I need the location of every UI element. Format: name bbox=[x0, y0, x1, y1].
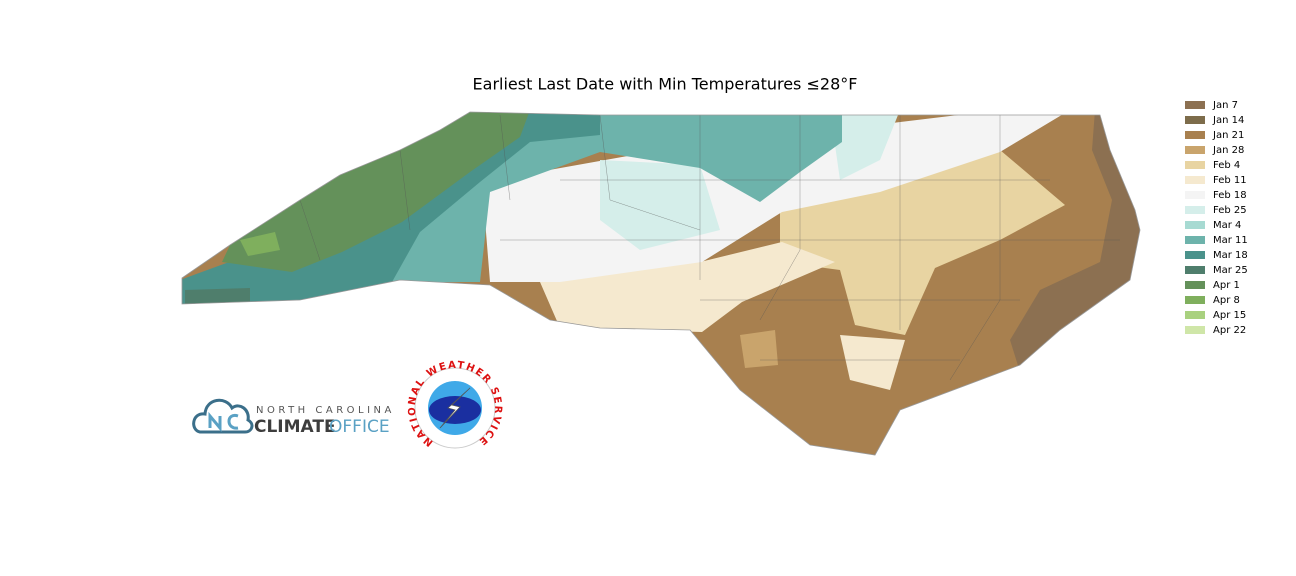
legend-swatch bbox=[1185, 236, 1205, 244]
legend-swatch bbox=[1185, 101, 1205, 109]
legend-swatch bbox=[1185, 191, 1205, 199]
legend-label: Jan 7 bbox=[1212, 100, 1238, 111]
legend-label: Feb 18 bbox=[1213, 190, 1247, 201]
legend-swatch bbox=[1185, 251, 1205, 259]
legend-swatch bbox=[1185, 311, 1205, 319]
legend-swatch bbox=[1185, 206, 1205, 214]
legend-label: Mar 18 bbox=[1213, 250, 1248, 261]
legend-swatch bbox=[1185, 176, 1205, 184]
legend-swatch bbox=[1185, 326, 1205, 334]
logo-text: OFFICE bbox=[329, 417, 390, 437]
legend-swatch bbox=[1185, 116, 1205, 124]
legend-label: Apr 8 bbox=[1213, 295, 1240, 306]
legend-label: Apr 22 bbox=[1213, 325, 1246, 336]
legend-swatch bbox=[1185, 131, 1205, 139]
legend-swatch bbox=[1185, 146, 1205, 154]
nws-logo: NATIONAL WEATHER SERVICE bbox=[407, 360, 502, 449]
legend-label: Apr 15 bbox=[1213, 310, 1246, 321]
logo-text: NORTH CAROLINA bbox=[256, 405, 395, 416]
legend-label: Mar 11 bbox=[1213, 235, 1248, 246]
legend-swatch bbox=[1185, 221, 1205, 229]
legend-label: Feb 4 bbox=[1213, 160, 1240, 171]
legend-swatch bbox=[1185, 266, 1205, 274]
legend-label: Jan 28 bbox=[1212, 145, 1244, 156]
legend-label: Mar 4 bbox=[1213, 220, 1241, 231]
legend-swatch bbox=[1185, 161, 1205, 169]
legend-swatch bbox=[1185, 296, 1205, 304]
legend-label: Jan 21 bbox=[1212, 130, 1244, 141]
legend: Jan 7 Jan 14 Jan 21 Jan 28 Feb 4 Feb 11 Feb 18… bbox=[1185, 100, 1248, 336]
legend-label: Apr 1 bbox=[1213, 280, 1240, 291]
map bbox=[182, 112, 1140, 455]
climate-office-logo: NORTH CAROLINA CLIMATE OFFICE bbox=[192, 398, 395, 437]
map-title: Earliest Last Date with Min Temperatures… bbox=[473, 75, 858, 94]
legend-label: Feb 11 bbox=[1213, 175, 1247, 186]
legend-label: Jan 14 bbox=[1212, 115, 1244, 126]
legend-swatch bbox=[1185, 281, 1205, 289]
legend-label: Feb 25 bbox=[1213, 205, 1247, 216]
logo-text: CLIMATE bbox=[254, 417, 336, 437]
legend-label: Mar 25 bbox=[1213, 265, 1248, 276]
